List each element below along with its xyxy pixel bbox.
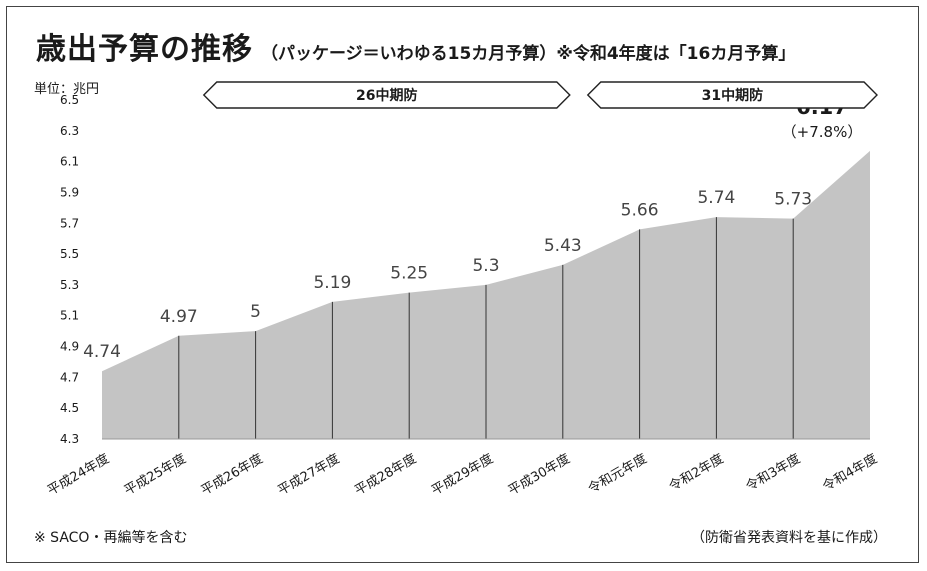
y-tick-label: 4.3 bbox=[60, 432, 79, 446]
data-label: 5 bbox=[250, 302, 261, 322]
data-label: 4.74 bbox=[83, 342, 121, 362]
x-tick-label: 平成29年度 bbox=[429, 451, 496, 499]
y-tick-label: 6.1 bbox=[60, 155, 79, 169]
period-arrow bbox=[202, 81, 571, 109]
y-tick-label: 6.5 bbox=[60, 93, 79, 107]
x-tick-label: 平成25年度 bbox=[121, 451, 188, 499]
data-label: 5.19 bbox=[313, 273, 351, 293]
data-label: 4.97 bbox=[160, 307, 198, 327]
footnote: ※ SACO・再編等を含む bbox=[34, 530, 188, 546]
period-label: 31中期防 bbox=[702, 87, 763, 104]
y-tick-label: 4.7 bbox=[60, 370, 79, 384]
y-tick-label: 5.3 bbox=[60, 278, 79, 292]
data-label: 5.25 bbox=[390, 264, 428, 284]
data-change-label: （+7.8%） bbox=[782, 123, 863, 141]
y-tick-label: 6.3 bbox=[60, 124, 79, 138]
x-tick-label: 令和4年度 bbox=[820, 451, 880, 495]
data-label: 5.66 bbox=[621, 200, 659, 220]
x-tick-label: 令和元年度 bbox=[585, 451, 649, 497]
x-tick-label: 平成24年度 bbox=[45, 451, 112, 499]
x-tick-label: 平成30年度 bbox=[505, 451, 572, 499]
chart-subtitle: （パッケージ＝いわゆる15カ月予算）※令和4年度は「16カ月予算」 bbox=[261, 44, 796, 64]
y-tick-label: 4.5 bbox=[60, 401, 79, 415]
data-label: 5.3 bbox=[472, 256, 499, 276]
x-tick-label: 令和3年度 bbox=[743, 451, 803, 495]
data-label: 5.43 bbox=[544, 236, 582, 256]
y-tick-label: 4.9 bbox=[60, 340, 79, 354]
data-label: 5.74 bbox=[697, 188, 735, 208]
x-tick-label: 平成26年度 bbox=[198, 451, 265, 499]
chart-title: 歳出予算の推移 bbox=[36, 32, 253, 67]
y-tick-label: 5.7 bbox=[60, 216, 79, 230]
x-tick-label: 平成27年度 bbox=[275, 451, 342, 499]
period-label: 26中期防 bbox=[356, 87, 417, 104]
y-tick-label: 5.5 bbox=[60, 247, 79, 261]
title-row: 歳出予算の推移 （パッケージ＝いわゆる15カ月予算）※令和4年度は「16カ月予算」 bbox=[36, 24, 795, 68]
data-label: 5.73 bbox=[774, 190, 812, 210]
x-tick-label: 令和2年度 bbox=[666, 451, 726, 495]
source-note: （防衛省発表資料を基に作成） bbox=[691, 530, 887, 546]
y-tick-label: 5.9 bbox=[60, 185, 79, 199]
period-arrow bbox=[586, 81, 878, 109]
y-axis-unit-label: 単位：兆円 bbox=[34, 82, 100, 97]
y-tick-label: 5.1 bbox=[60, 309, 79, 323]
x-tick-label: 平成28年度 bbox=[352, 451, 419, 499]
